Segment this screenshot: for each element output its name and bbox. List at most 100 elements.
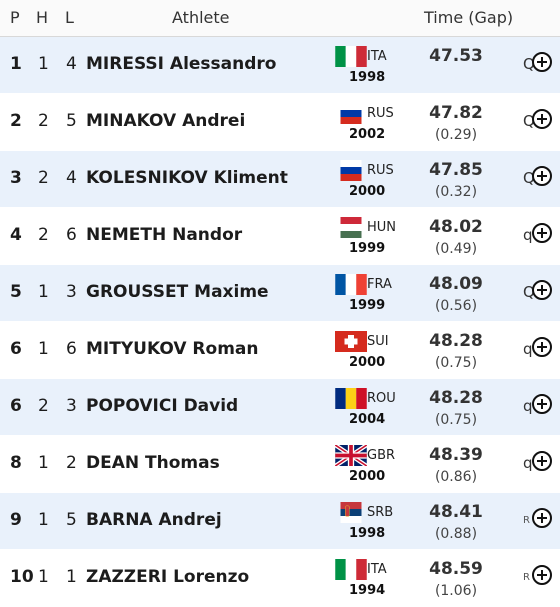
athlete-name[interactable]: MIRESSI Alessandro (86, 54, 277, 74)
country-code: ITA (367, 562, 387, 577)
sui-flag-icon (335, 331, 367, 352)
time-gap: (0.32) (434, 184, 478, 200)
athlete-name[interactable]: KOLESNIKOV Kliment (86, 168, 288, 188)
time-gap: (0.88) (434, 526, 478, 542)
birth-year: 1998 (349, 70, 386, 85)
country-code: RUS (367, 163, 394, 178)
qualification-mark: R (523, 515, 530, 526)
add-circle-icon[interactable] (532, 166, 552, 186)
time-gap: (1.06) (434, 583, 478, 599)
birth-year: 2004 (349, 412, 386, 427)
table-row[interactable]: 2 2 5 MINAKOV Andrei RUS 2002 47.82 (0.29) Q (0, 94, 560, 151)
birth-year: 2000 (349, 184, 386, 199)
column-header-lane: L (65, 8, 74, 27)
birth-year: 1998 (349, 526, 386, 541)
qualification-mark: Q (523, 283, 535, 301)
add-circle-icon[interactable] (532, 280, 552, 300)
position: 6 (10, 396, 22, 416)
position: 5 (10, 282, 22, 302)
add-circle-icon[interactable] (532, 52, 552, 72)
time-gap: (0.86) (434, 469, 478, 485)
lane-number: 3 (66, 396, 77, 416)
birth-year: 1999 (349, 241, 386, 256)
table-row[interactable]: 3 2 4 KOLESNIKOV Kliment RUS 2000 47.85 (0.32) Q (0, 151, 560, 208)
rou-flag-icon (335, 388, 367, 409)
table-row[interactable]: 10 1 1 ZAZZERI Lorenzo ITA 1994 48.59 (1.06) R (0, 550, 560, 607)
birth-year: 2000 (349, 355, 386, 370)
position: 9 (10, 510, 22, 530)
heat-number: 1 (38, 453, 49, 473)
heat-number: 1 (38, 339, 49, 359)
qualification-mark: q (523, 454, 533, 472)
athlete-name[interactable]: NEMETH Nandor (86, 225, 243, 245)
srb-flag-icon (335, 502, 367, 523)
fra-flag-icon (335, 274, 367, 295)
lane-number: 2 (66, 453, 77, 473)
heat-number: 2 (38, 111, 49, 131)
add-circle-icon[interactable] (532, 394, 552, 414)
athlete-name[interactable]: BARNA Andrej (86, 510, 222, 530)
heat-number: 2 (38, 225, 49, 245)
qualification-mark: q (523, 340, 533, 358)
qualification-mark: q (523, 226, 533, 244)
ita-flag-icon (335, 559, 367, 580)
position: 1 (10, 54, 22, 74)
table-row[interactable]: 1 1 4 MIRESSI Alessandro ITA 1998 47.53 Q (0, 37, 560, 94)
table-row[interactable]: 6 1 6 MITYUKOV Roman SUI 2000 48.28 (0.75) q (0, 322, 560, 379)
birth-year: 1994 (349, 583, 386, 598)
time-gap: (0.56) (434, 298, 478, 314)
position: 10 (10, 567, 34, 587)
heat-number: 1 (38, 567, 49, 587)
table-row[interactable]: 6 2 3 POPOVICI David ROU 2004 48.28 (0.75) q (0, 379, 560, 436)
heat-number: 1 (38, 282, 49, 302)
add-circle-icon[interactable] (532, 508, 552, 528)
lane-number: 3 (66, 282, 77, 302)
race-time: 48.41 (429, 502, 483, 522)
lane-number: 6 (66, 339, 77, 359)
race-time: 47.85 (429, 160, 483, 180)
birth-year: 2002 (349, 127, 386, 142)
race-time: 47.53 (429, 46, 483, 66)
column-header-time: Time (Gap) (424, 8, 514, 27)
position: 3 (10, 168, 22, 188)
gbr-flag-icon (335, 445, 367, 466)
position: 6 (10, 339, 22, 359)
athlete-name[interactable]: POPOVICI David (86, 396, 239, 416)
heat-number: 1 (38, 510, 49, 530)
add-circle-icon[interactable] (532, 109, 552, 129)
table-row[interactable]: 4 2 6 NEMETH Nandor HUN 1999 48.02 (0.49) q (0, 208, 560, 265)
race-time: 48.28 (429, 331, 483, 351)
athlete-name[interactable]: MITYUKOV Roman (86, 339, 259, 359)
heat-number: 1 (38, 54, 49, 74)
position: 4 (10, 225, 22, 245)
rus-flag-icon (335, 103, 367, 124)
table-row[interactable]: 5 1 3 GROUSSET Maxime FRA 1999 48.09 (0.56) Q (0, 265, 560, 322)
country-code: HUN (367, 220, 397, 235)
athlete-name[interactable]: ZAZZERI Lorenzo (86, 567, 250, 587)
heat-number: 2 (38, 396, 49, 416)
add-circle-icon[interactable] (532, 451, 552, 471)
qualification-mark: Q (523, 169, 535, 187)
rus-flag-icon (335, 160, 367, 181)
hun-flag-icon (335, 217, 367, 238)
add-circle-icon[interactable] (532, 565, 552, 585)
time-gap: (0.49) (434, 241, 478, 257)
position: 8 (10, 453, 22, 473)
country-code: RUS (367, 106, 394, 121)
lane-number: 4 (66, 168, 77, 188)
athlete-name[interactable]: MINAKOV Andrei (86, 111, 246, 131)
athlete-name[interactable]: GROUSSET Maxime (86, 282, 269, 302)
lane-number: 4 (66, 54, 77, 74)
race-time: 48.09 (429, 274, 483, 294)
birth-year: 1999 (349, 298, 386, 313)
lane-number: 5 (66, 510, 77, 530)
heat-number: 2 (38, 168, 49, 188)
add-circle-icon[interactable] (532, 223, 552, 243)
table-row[interactable]: 8 1 2 DEAN Thomas GBR 2000 48.39 (0.86) q (0, 436, 560, 493)
lane-number: 5 (66, 111, 77, 131)
time-gap: (0.75) (434, 412, 478, 428)
athlete-name[interactable]: DEAN Thomas (86, 453, 220, 473)
add-circle-icon[interactable] (532, 337, 552, 357)
table-row[interactable]: 9 1 5 BARNA Andrej SRB 1998 48.41 (0.88) R (0, 493, 560, 550)
qualification-mark: Q (523, 112, 535, 130)
